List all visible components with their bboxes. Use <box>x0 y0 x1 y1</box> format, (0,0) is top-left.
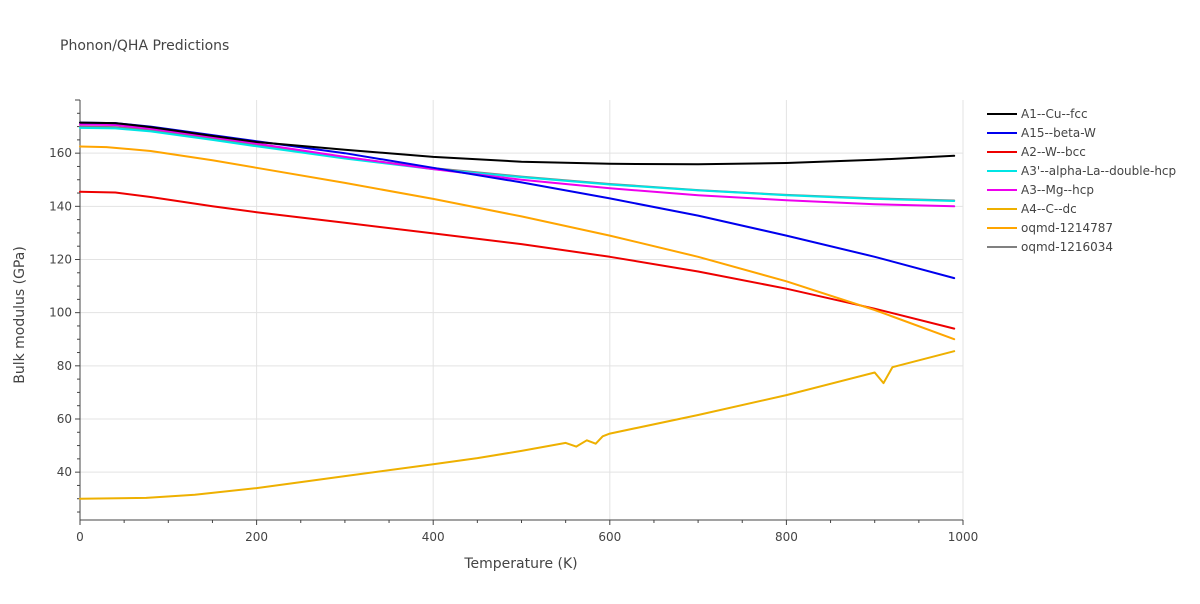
y-tick-label: 80 <box>57 359 72 373</box>
x-tick-label: 400 <box>422 530 445 544</box>
tick-layer: 0 200 400 600 800 1000 40 60 80 100 120 140 160 <box>49 146 978 544</box>
legend: A1--Cu--fcc A15--beta-W A2--W--bcc A3'--alp… <box>987 107 1176 254</box>
legend-label: A2--W--bcc <box>1021 145 1086 159</box>
legend-item[interactable]: A3--Mg--hcp <box>987 183 1094 197</box>
x-tick-label: 1000 <box>948 530 979 544</box>
x-tick-label: 800 <box>775 530 798 544</box>
legend-item[interactable]: A15--beta-W <box>987 126 1096 140</box>
legend-label: A3'--alpha-La--double-hcp <box>1021 164 1176 178</box>
legend-label: A15--beta-W <box>1021 126 1096 140</box>
y-tick-label: 120 <box>49 252 72 266</box>
axes-layer <box>75 99 964 525</box>
x-tick-label: 600 <box>598 530 621 544</box>
legend-item[interactable]: A4--C--dc <box>987 202 1077 216</box>
legend-label: A3--Mg--hcp <box>1021 183 1094 197</box>
grid-layer <box>80 100 964 520</box>
chart-title: Phonon/QHA Predictions <box>60 38 229 54</box>
legend-item[interactable]: A1--Cu--fcc <box>987 107 1088 121</box>
y-tick-label: 100 <box>49 306 72 320</box>
x-axis-title: Temperature (K) <box>463 556 577 572</box>
legend-item[interactable]: A2--W--bcc <box>987 145 1086 159</box>
legend-item[interactable]: oqmd-1216034 <box>987 240 1113 254</box>
series-line <box>79 190 956 330</box>
y-axis-title: Bulk modulus (GPa) <box>12 246 28 384</box>
series-line <box>79 121 956 166</box>
y-tick-label: 160 <box>49 146 72 160</box>
y-tick-label: 60 <box>57 412 72 426</box>
legend-label: oqmd-1216034 <box>1021 240 1113 254</box>
y-tick-label: 40 <box>57 465 72 479</box>
legend-label: A4--C--dc <box>1021 202 1077 216</box>
y-tick-label: 140 <box>49 199 72 213</box>
series-line <box>79 350 956 500</box>
x-tick-label: 0 <box>76 530 84 544</box>
legend-label: A1--Cu--fcc <box>1021 107 1088 121</box>
legend-label: oqmd-1214787 <box>1021 221 1113 235</box>
series-line <box>79 145 956 341</box>
x-tick-label: 200 <box>245 530 268 544</box>
series-layer <box>79 121 956 500</box>
series-line <box>79 123 956 208</box>
legend-item[interactable]: A3'--alpha-La--double-hcp <box>987 164 1176 178</box>
legend-item[interactable]: oqmd-1214787 <box>987 221 1113 235</box>
